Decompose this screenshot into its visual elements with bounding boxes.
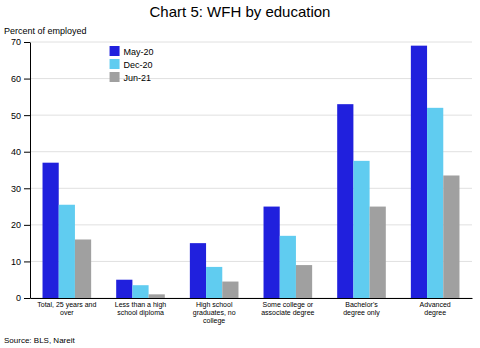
y-tick: 0 [16, 293, 30, 303]
x-tick-label: Less than a highschool diploma [115, 301, 166, 317]
bar [370, 207, 386, 298]
bar [411, 46, 427, 298]
y-tick: 10 [11, 257, 30, 267]
y-tick-mark [24, 188, 30, 189]
grid-line [30, 188, 472, 189]
bar [132, 285, 148, 298]
x-tick-label-line: school diploma [117, 309, 164, 317]
x-tick: Bachelor'sdegree only [343, 301, 380, 317]
x-tick-label-line: associate degree [261, 309, 314, 317]
y-tick: 40 [11, 147, 30, 157]
grid-line [30, 115, 472, 116]
y-tick: 50 [11, 111, 30, 121]
bar [443, 175, 459, 298]
bar-series [59, 108, 444, 298]
y-tick: 70 [11, 37, 30, 47]
y-tick: 60 [11, 74, 30, 84]
legend-item: Jun-21 [110, 72, 152, 83]
y-tick-label: 20 [11, 220, 21, 230]
y-tick-mark [24, 79, 30, 80]
y-tick: 20 [11, 220, 30, 230]
legend-item: Dec-20 [110, 59, 153, 70]
y-axis-label: Percent of employed [4, 26, 87, 36]
grid-line [30, 261, 472, 262]
x-tick: Less than a highschool diploma [115, 301, 166, 317]
x-tick-label-line: degree [424, 309, 446, 317]
legend-label: Dec-20 [124, 60, 153, 70]
y-tick-label: 50 [11, 111, 21, 121]
y-tick-mark [24, 225, 30, 226]
y-tick-label: 60 [11, 74, 21, 84]
bar-series [43, 46, 428, 298]
x-tick-label: Advanceddegree [420, 301, 451, 317]
bar [75, 239, 91, 298]
x-tick-label: Some college orassociate degree [261, 301, 314, 317]
x-tick-label: High schoolgraduates, nocollege [193, 301, 236, 325]
x-tick-label-line: Bachelor's [345, 301, 378, 308]
y-tick-mark [24, 115, 30, 116]
grid [30, 42, 472, 298]
x-tick-label-line: Advanced [420, 301, 451, 308]
legend-swatch [110, 72, 120, 82]
legend: May-20 Dec-20 Jun-21 [110, 46, 154, 83]
bars [43, 46, 460, 298]
bar [264, 207, 280, 298]
grid-line [30, 42, 472, 43]
grid-line [30, 78, 472, 79]
legend-swatch [110, 46, 120, 56]
y-tick-mark [24, 298, 30, 299]
y-tick: 30 [11, 184, 30, 194]
x-tick-label-line: Total, 25 years and [37, 301, 96, 309]
x-tick-label-line: over [60, 309, 74, 316]
y-tick-mark [24, 42, 30, 43]
x-tick-label: Total, 25 years andover [37, 301, 96, 316]
x-tick-label: Bachelor'sdegree only [343, 301, 380, 317]
y-tick-mark [24, 261, 30, 262]
y-tick-label: 10 [11, 257, 21, 267]
chart: Chart 5: WFH by education Percent of empl… [0, 0, 480, 348]
bar [296, 265, 312, 298]
legend-label: May-20 [124, 47, 154, 57]
bar [116, 280, 132, 298]
y-tick-label: 0 [16, 293, 21, 303]
bar [222, 282, 238, 298]
bar [280, 236, 296, 298]
plot: 0 10 20 30 40 50 60 70 Total, 25 years andover Le… [11, 37, 473, 325]
x-tick-label-line: Less than a high [115, 301, 166, 309]
x-tick: Total, 25 years andover [37, 301, 96, 316]
bar [43, 163, 59, 298]
grid-line [30, 151, 472, 152]
bar [149, 294, 165, 298]
x-tick: High schoolgraduates, nocollege [193, 301, 236, 325]
bar [337, 104, 353, 298]
y-axis: 0 10 20 30 40 50 60 70 [11, 37, 31, 303]
bar [206, 267, 222, 298]
bar [190, 243, 206, 298]
legend-label: Jun-21 [124, 73, 152, 83]
x-tick-label-line: Some college or [263, 301, 314, 309]
bar [427, 108, 443, 298]
y-tick-label: 70 [11, 37, 21, 47]
x-axis: Total, 25 years andover Less than a highs… [31, 299, 473, 326]
bar [353, 161, 369, 298]
x-tick-label-line: college [203, 317, 225, 325]
legend-item: May-20 [110, 46, 154, 57]
x-tick-label-line: graduates, no [193, 309, 236, 317]
x-axis-line [31, 298, 473, 299]
source: Source: BLS, Nareit [4, 336, 75, 345]
y-tick-mark [24, 152, 30, 153]
grid-line [30, 224, 472, 225]
title: Chart 5: WFH by education [150, 3, 331, 20]
x-tick-label-line: High school [196, 301, 233, 309]
x-tick: Some college orassociate degree [261, 301, 314, 317]
grid-line [30, 298, 472, 299]
x-tick: Advanceddegree [420, 301, 451, 317]
y-axis-line [30, 43, 31, 299]
y-tick-label: 40 [11, 147, 21, 157]
legend-swatch [110, 59, 120, 69]
bar [59, 205, 75, 298]
x-tick-label-line: degree only [343, 309, 380, 317]
bar-series [75, 175, 460, 298]
y-tick-label: 30 [11, 184, 21, 194]
